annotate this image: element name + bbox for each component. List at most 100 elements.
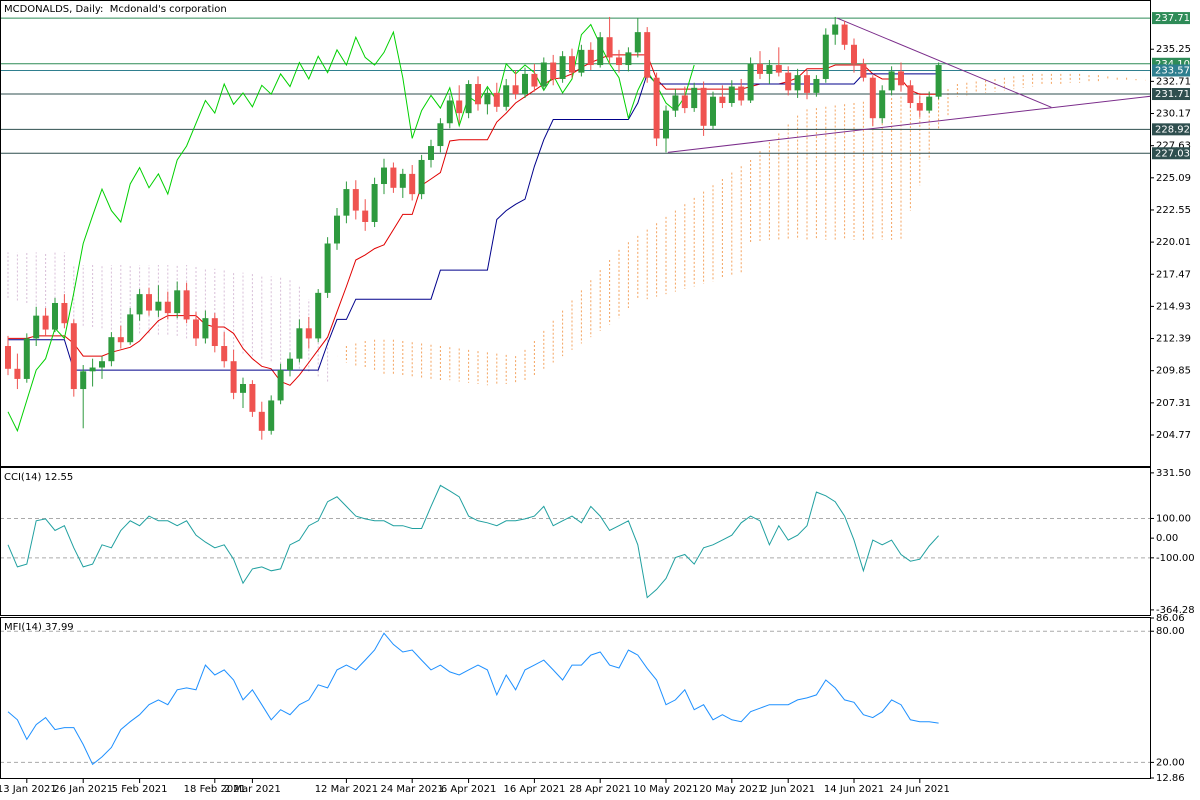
candle-body [710, 96, 716, 126]
candle-body [324, 243, 331, 293]
candle-body [898, 71, 904, 86]
candle-body [399, 173, 406, 188]
candle-body [343, 189, 350, 216]
candle-body [89, 367, 96, 372]
candle-body [352, 189, 359, 211]
candle-body [475, 84, 481, 105]
candle-body [136, 294, 143, 315]
candle-body [371, 184, 378, 222]
indicator-line [8, 54, 939, 386]
y-tick-label: 212.39 [1156, 334, 1191, 345]
candle-body [146, 294, 152, 311]
candle-body [851, 44, 857, 64]
y-tick-label: 86.06 [1156, 613, 1185, 624]
candle-body [70, 323, 77, 390]
x-tick-label: 5 Feb 2021 [112, 784, 168, 795]
indicator-line [8, 72, 939, 371]
y-tick-label: 80.00 [1156, 626, 1185, 637]
y-tick-label: 232.71 [1156, 76, 1191, 87]
chart-title: MCDONALDS, Daily: Mcdonald's corporation [4, 4, 227, 15]
candle-body [296, 328, 303, 359]
mfi-title: MFI(14) 37.99 [4, 622, 74, 633]
candle-body [465, 84, 472, 114]
trendline [836, 17, 1052, 108]
candle-body [522, 73, 528, 95]
x-tick-label: 20 May 2021 [699, 784, 764, 795]
y-tick-label: 100.00 [1156, 513, 1191, 524]
level-label-box [1152, 12, 1190, 25]
candle-body [700, 87, 707, 126]
candle-body [164, 301, 171, 314]
mfi-frame [0, 617, 1151, 779]
y-tick-label: -100.00 [1156, 553, 1195, 564]
indicator-line [7, 23, 695, 433]
level-label: 228.92 [1155, 124, 1190, 135]
candle-body [287, 358, 293, 371]
candle-body [211, 318, 218, 347]
y-tick-label: 214.93 [1156, 301, 1191, 312]
candle-body [249, 383, 256, 412]
y-tick-label: 209.85 [1156, 366, 1191, 377]
candle-body [531, 73, 538, 87]
candle-body [277, 370, 284, 401]
candle-body [569, 56, 575, 73]
candle-body [663, 110, 669, 139]
candle-body [653, 77, 660, 139]
indicator-line [7, 632, 939, 766]
candle-body [785, 72, 792, 91]
x-tick-label: 18 Feb 2021 [184, 784, 246, 795]
candle-body [183, 290, 190, 320]
x-tick-label: 28 Apr 2021 [569, 784, 631, 795]
candle-body [681, 95, 688, 109]
candle-body [559, 56, 566, 79]
y-tick-label: -364.28 [1156, 605, 1195, 616]
candle-body [446, 100, 453, 124]
x-tick-label: 13 Jan 2021 [0, 784, 57, 795]
candle-body [174, 290, 181, 314]
level-label: 234.10 [1155, 59, 1190, 70]
candle-body [52, 302, 58, 330]
candle-body [202, 318, 209, 339]
candle-body [860, 63, 867, 78]
candle-body [5, 346, 11, 369]
candle-body [42, 315, 49, 330]
candle-body [305, 328, 312, 339]
candle-body [644, 32, 651, 78]
candle-body [578, 49, 585, 73]
candle-body [597, 37, 604, 66]
y-tick-label: 225.09 [1156, 173, 1191, 184]
y-tick-label: 220.01 [1156, 237, 1191, 248]
candle-body [672, 95, 679, 111]
candle-body [155, 301, 162, 311]
candle-body [230, 361, 237, 393]
candle-body [728, 86, 735, 104]
y-tick-label: 331.50 [1156, 468, 1191, 479]
candle-body [117, 337, 124, 343]
y-tick-label: 204.77 [1156, 430, 1191, 441]
level-label: 231.71 [1155, 89, 1190, 100]
x-tick-label: 24 Jun 2021 [890, 784, 950, 795]
candle-body [268, 400, 275, 431]
x-tick-label: 2 Jun 2021 [761, 784, 815, 795]
candle-body [61, 302, 68, 324]
candle-body [334, 215, 340, 244]
candle-body [747, 63, 754, 101]
candle-body [616, 57, 622, 66]
y-tick-label: 235.25 [1156, 44, 1191, 55]
main-plot [1, 16, 1150, 440]
axes: 235.25 232.71 230.17 227.63 225.09 222.55 220.… [0, 12, 1195, 795]
level-label: 237.71 [1155, 13, 1190, 24]
x-tick-label: 6 Apr 2021 [441, 784, 496, 795]
x-tick-label: 16 Apr 2021 [503, 784, 565, 795]
candle-body [418, 159, 425, 195]
candle-body [587, 49, 594, 66]
level-label-box [1152, 147, 1190, 160]
candle-body [691, 87, 698, 109]
candle-body [879, 90, 886, 119]
candle-body [221, 346, 228, 362]
level-label: 227.03 [1155, 148, 1190, 159]
candle-body [23, 338, 30, 379]
candle-body [888, 71, 895, 91]
